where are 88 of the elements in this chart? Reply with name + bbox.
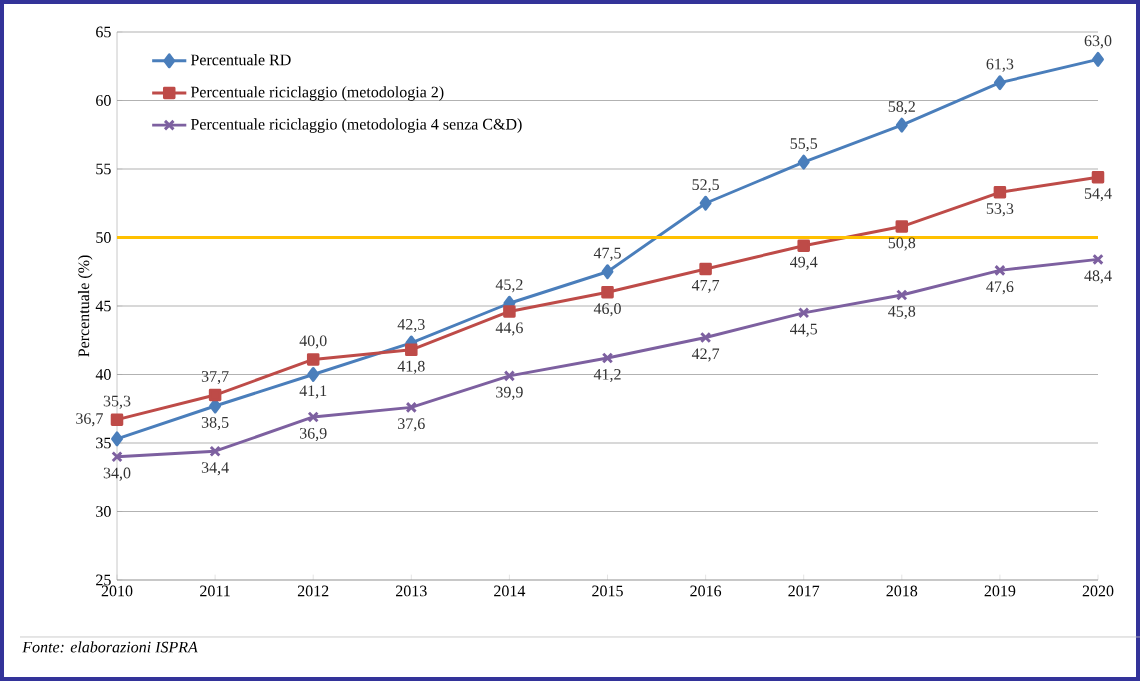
data-label: 40,0: [299, 335, 327, 349]
point: [306, 353, 320, 366]
legend-label: Percentuale RD: [190, 54, 291, 66]
point: [111, 450, 123, 463]
data-label: 41,1: [299, 385, 327, 399]
data-label: 34,4: [201, 462, 229, 476]
point: [405, 343, 418, 357]
x-tick-label: 2012: [297, 585, 329, 597]
point: [503, 305, 516, 318]
point: [405, 401, 418, 414]
x-tick-label: 2018: [886, 585, 918, 597]
point: [111, 431, 123, 447]
data-label: 52,5: [692, 179, 719, 193]
data-label: 55,5: [790, 138, 818, 152]
data-label: 41,8: [397, 360, 425, 374]
data-label: 41,2: [593, 368, 621, 383]
x-tick-label: 2011: [200, 585, 230, 597]
point: [601, 264, 614, 280]
x-tick-label: 2013: [396, 585, 427, 597]
point: [896, 289, 908, 301]
point: [699, 331, 712, 344]
y-axis-title: Percentuale (%): [77, 255, 93, 357]
data-label: 53,3: [986, 203, 1014, 217]
data-label: 54,4: [1084, 188, 1112, 202]
x-tick-label: 2014: [494, 585, 526, 597]
data-label: 44,5: [790, 323, 818, 337]
point: [307, 411, 319, 423]
point: [993, 186, 1007, 199]
point: [994, 264, 1006, 277]
data-label: 63,0: [1084, 35, 1112, 49]
data-label: 50,8: [888, 237, 916, 251]
data-label: 47,5: [593, 247, 621, 261]
y-tick-label: 60: [96, 95, 111, 106]
data-label: 49,4: [790, 256, 818, 270]
source-note: Fonte: elaborazioni ISPRA: [22, 641, 198, 653]
data-label: 37,6: [398, 418, 425, 432]
point: [699, 262, 712, 276]
point: [503, 370, 516, 382]
point: [895, 220, 909, 233]
y-tick-label: 35: [96, 437, 111, 449]
data-label: 34,0: [103, 467, 131, 481]
data-label: 35,3: [103, 395, 131, 409]
y-tick-label: 25: [96, 574, 111, 586]
legend-label: Percentuale riciclaggio (metodologia 4 senza C&D): [190, 118, 522, 133]
point: [1092, 51, 1104, 67]
point: [895, 117, 908, 133]
data-label: 61,3: [986, 58, 1014, 72]
data-label: 44,6: [495, 322, 523, 336]
data-label: 48,4: [1084, 270, 1112, 284]
x-tick-label: 2010: [101, 585, 133, 597]
data-label: 36,9: [299, 427, 327, 441]
point: [699, 195, 712, 211]
data-label: 45,8: [888, 305, 916, 320]
y-tick-label: 55: [96, 163, 111, 175]
point: [993, 75, 1006, 91]
point: [208, 388, 222, 402]
data-label: 58,2: [888, 101, 915, 115]
data-label: 45,2: [495, 279, 523, 293]
data-label: 47,6: [986, 281, 1014, 295]
legend-label: Percentuale riciclaggio (metodologia 2): [190, 86, 444, 101]
point: [1091, 170, 1105, 184]
data-label: 42,7: [691, 348, 720, 362]
x-tick-label: 2020: [1082, 585, 1114, 597]
point: [601, 286, 614, 299]
point: [797, 239, 810, 252]
data-label: 42,3: [397, 318, 425, 333]
point: [797, 307, 810, 319]
x-tick-label: 2016: [690, 585, 722, 597]
point: [797, 154, 810, 170]
data-label: 38,5: [201, 416, 229, 431]
data-label: 36,7: [76, 413, 103, 427]
data-label: 46,0: [593, 303, 621, 317]
x-tick-label: 2019: [984, 585, 1016, 597]
y-tick-label: 50: [96, 232, 111, 243]
point: [601, 352, 614, 364]
data-label: 37,7: [201, 371, 229, 385]
x-tick-label: 2015: [592, 585, 623, 597]
y-tick-label: 30: [96, 506, 111, 517]
point: [307, 367, 320, 382]
y-tick-label: 40: [95, 369, 111, 380]
point: [110, 413, 124, 426]
point: [1092, 253, 1104, 266]
y-tick-label: 65: [96, 26, 111, 38]
point: [209, 445, 221, 457]
y-tick-label: 45: [95, 300, 111, 312]
data-label: 47,7: [691, 279, 720, 293]
data-label: 39,9: [496, 386, 523, 400]
x-tick-label: 2017: [788, 585, 820, 597]
